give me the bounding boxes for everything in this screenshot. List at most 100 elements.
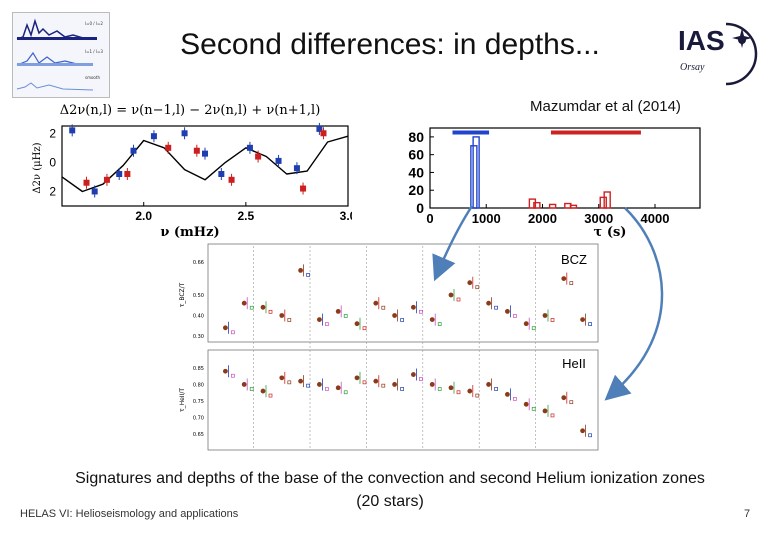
panel-point-secondary — [287, 318, 292, 322]
panel-point — [354, 375, 360, 381]
panel-gridlines — [253, 246, 536, 448]
reference-label: Mazumdar et al (2014) — [530, 98, 681, 115]
right-plot-ytick-label: 60 — [408, 147, 424, 163]
second-differences-plot: Δ2ν(n,l) = ν(n−1,l) − 2ν(n,l) + ν(n+1,l)… — [32, 103, 352, 238]
bcz-label: BCZ — [561, 252, 587, 267]
fit-curve-line — [61, 135, 349, 193]
panel-point-secondary — [550, 413, 555, 418]
panel-point-secondary — [588, 433, 592, 438]
panel-point — [279, 313, 285, 318]
left-plot-point — [228, 176, 235, 183]
panel-point — [561, 276, 567, 281]
left-plot-title: Δ2ν(n,l) = ν(n−1,l) − 2ν(n,l) + ν(n+1,l) — [60, 103, 321, 118]
panel-point-secondary — [362, 380, 367, 385]
panel-point-secondary — [343, 390, 348, 395]
right-plot-xtick-label: 0 — [426, 211, 433, 226]
panel-point-secondary — [437, 387, 442, 391]
panel-point — [279, 375, 285, 381]
panel-ytick-label: 0.40 — [193, 314, 204, 320]
left-plot-points — [69, 122, 327, 198]
left-plot-xticks: 2.0 2.5 3.0 — [135, 202, 352, 223]
panel-point — [542, 408, 548, 414]
bcz-yticks: 0.66 0.50 0.40 0.30 — [193, 260, 204, 340]
thumb-spectrum-1 — [16, 18, 97, 40]
left-plot-point — [124, 171, 131, 177]
left-plot-point — [316, 125, 323, 132]
panel-point-secondary — [231, 373, 235, 378]
panel-point — [223, 325, 228, 331]
logo-text: IAS — [678, 25, 725, 56]
left-plot-ytick-label: 2 — [49, 184, 56, 198]
heii-yticks: 0.85 0.80 0.75 0.70 0.65 — [193, 366, 204, 438]
panel-point-secondary — [494, 387, 498, 391]
panel-point — [392, 313, 397, 318]
panel-ytick-label: 0.85 — [193, 366, 204, 372]
panel-point — [260, 304, 266, 310]
slide-title: Second differences: in depths... — [180, 28, 600, 61]
left-plot-point — [116, 171, 123, 177]
panel-point — [317, 382, 322, 387]
panel-point-secondary — [513, 397, 517, 401]
panel-point-secondary — [381, 305, 386, 310]
left-plot-point — [246, 144, 253, 151]
panel-ytick-label: 0.65 — [193, 432, 204, 438]
panel-point-secondary — [343, 314, 348, 318]
panel-point — [373, 300, 379, 306]
left-plot-ytick-label: 0 — [49, 155, 56, 169]
panel-point-secondary — [400, 318, 404, 322]
panel-point-secondary — [381, 383, 386, 388]
right-plot-bar — [533, 201, 541, 209]
panel-point-secondary — [231, 330, 235, 335]
panel-point — [505, 391, 510, 397]
depth-panels: 0.66 0.50 0.40 0.30 0.85 0.80 0.75 0.70 0.65 τ_… — [172, 240, 602, 455]
panel-point-secondary — [325, 322, 329, 326]
bcz-points — [223, 264, 592, 335]
panel-point-secondary — [569, 400, 574, 405]
thumb-label-1: l=0 / l=2 — [85, 21, 103, 26]
panel-ytick-label: 0.50 — [193, 293, 204, 299]
heii-label: HeII — [562, 356, 586, 371]
panel-point-secondary — [249, 305, 254, 310]
left-plot-point — [218, 171, 225, 177]
page-number: 7 — [744, 508, 751, 520]
ias-logo: IAS Orsay — [678, 22, 758, 86]
panel-point-secondary — [569, 281, 574, 285]
panel-point-secondary — [513, 314, 517, 318]
panel-point-secondary — [249, 387, 254, 391]
right-plot-bar — [599, 196, 607, 209]
left-plot-point — [293, 165, 300, 172]
right-plot-bars — [470, 136, 611, 209]
panel-ytick-label: 0.80 — [193, 382, 204, 388]
right-plot-bar — [528, 198, 537, 209]
thumb-label-2: l=1 / l=3 — [85, 49, 103, 54]
left-plot-point — [255, 153, 262, 160]
left-plot-frame — [61, 125, 349, 207]
right-plot-ytick-label: 40 — [408, 164, 424, 180]
right-plot-bar — [603, 191, 611, 209]
panel-point — [373, 378, 379, 384]
heii-ylabel: τ_HeII/T — [179, 388, 186, 412]
panel-point-secondary — [419, 377, 423, 381]
panel-point-secondary — [531, 326, 536, 331]
panel-ytick-label: 0.70 — [193, 416, 204, 422]
right-plot-bar — [548, 203, 557, 209]
panel-point-secondary — [287, 380, 292, 385]
thumb-spectrum-3 — [16, 82, 94, 91]
left-plot-ylabel: Δ2ν (μHz) — [32, 142, 43, 193]
logo-subtext: Orsay — [680, 62, 705, 73]
right-plot-bar — [470, 145, 478, 209]
bcz-panel-frame — [207, 243, 599, 343]
left-plot-point — [150, 133, 157, 140]
left-plot-point — [320, 130, 327, 137]
panel-point — [411, 372, 416, 377]
left-plot-xtick-label: 2.5 — [238, 209, 255, 223]
right-plot-xtick-label: 3000 — [584, 211, 613, 226]
right-plot-ytick-label: 20 — [408, 182, 424, 198]
right-plot-bar — [569, 204, 578, 209]
panel-point-secondary — [475, 393, 480, 398]
panel-point — [241, 382, 247, 387]
panel-point — [467, 388, 473, 394]
left-plot-point — [193, 147, 200, 154]
left-plot-point — [130, 147, 137, 154]
